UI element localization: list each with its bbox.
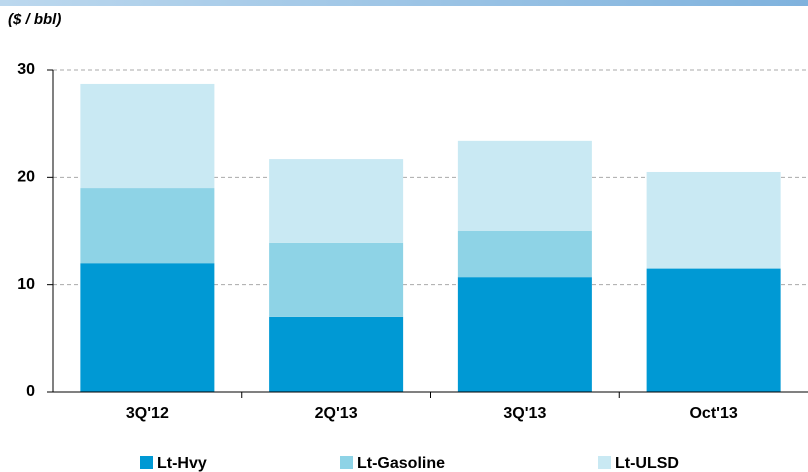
legend-label: Lt-Hvy — [157, 455, 207, 472]
y-tick-label: 0 — [26, 383, 35, 400]
legend-label: Lt-ULSD — [615, 455, 679, 472]
bar-segment — [80, 263, 215, 392]
bar-segment — [457, 277, 592, 392]
header-band — [0, 0, 808, 6]
legend-swatch — [598, 456, 611, 469]
bar-segment — [269, 159, 404, 243]
legend-label: Lt-Gasoline — [357, 455, 445, 472]
bar-segment — [457, 140, 592, 231]
bar-segment — [269, 242, 404, 317]
y-tick-label: 30 — [17, 61, 35, 78]
x-tick-label: Oct'13 — [689, 405, 737, 422]
y-axis-label: ($ / bbl) — [8, 11, 61, 28]
bar-segment — [80, 83, 215, 189]
y-tick-label: 20 — [17, 169, 35, 186]
x-tick-label: 2Q'13 — [315, 405, 358, 422]
bar-segment — [457, 231, 592, 278]
bar-segment — [646, 268, 781, 392]
legend-swatch — [340, 456, 353, 469]
bar-segment — [269, 316, 404, 392]
bar-segment — [646, 171, 781, 269]
bar-segment — [80, 188, 215, 264]
x-tick-label: 3Q'12 — [126, 405, 169, 422]
x-tick-label: 3Q'13 — [503, 405, 546, 422]
legend-swatch — [140, 456, 153, 469]
y-tick-label: 10 — [17, 276, 35, 293]
